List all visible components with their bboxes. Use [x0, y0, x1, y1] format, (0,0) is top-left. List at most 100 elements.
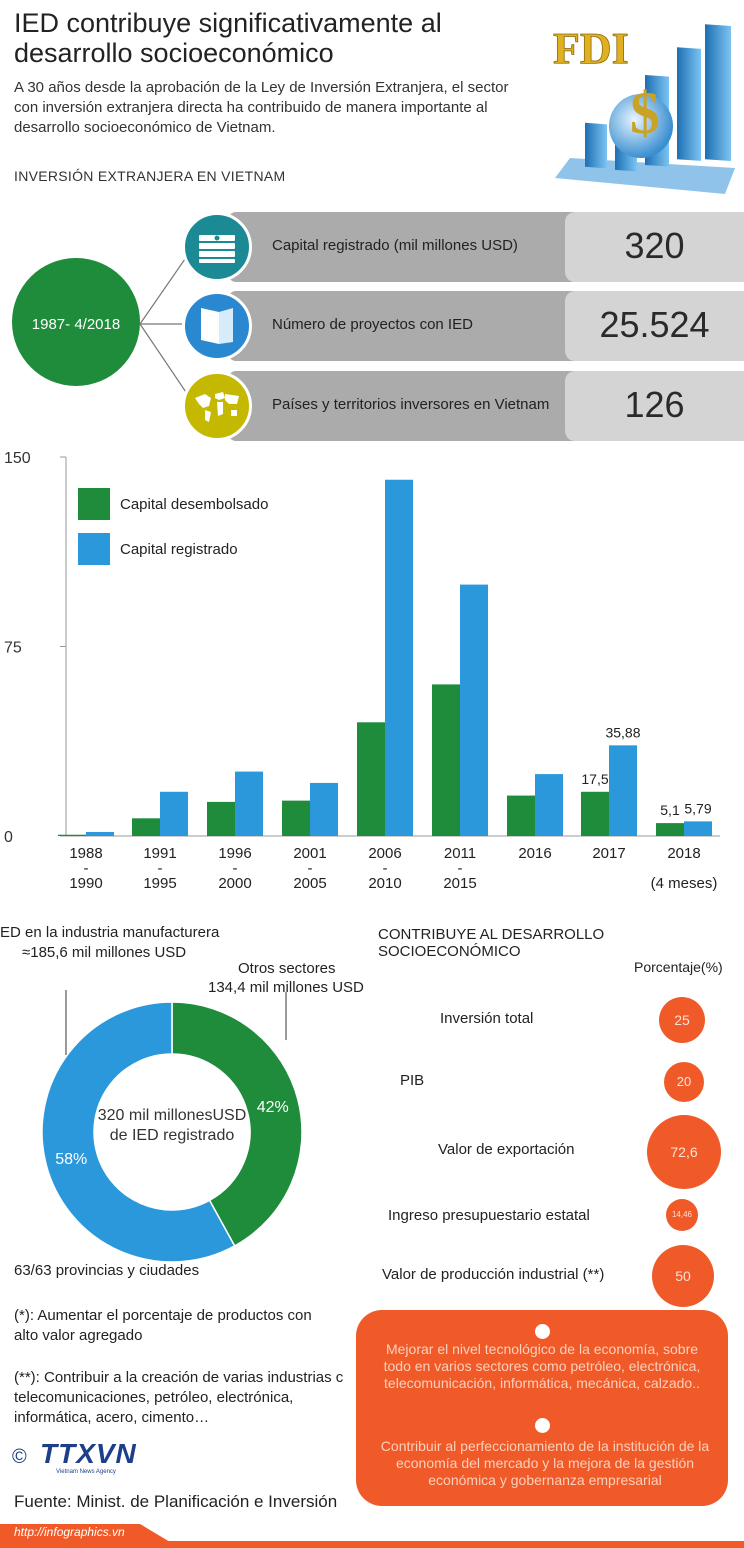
period-label: 1987- 4/2018: [31, 316, 121, 333]
page-subtitle: A 30 años desde la aprobación de la Ley …: [14, 79, 509, 136]
fdi-logo-text: FDI: [553, 24, 629, 73]
donut-slice: [41, 1001, 236, 1263]
stat-value: 320: [624, 225, 685, 266]
footer-url-link[interactable]: http://infographics.vn: [14, 1525, 125, 1539]
stat-value-box: [565, 371, 744, 441]
x-tick-label: 2005: [293, 875, 326, 892]
x-tick-label: 2006: [368, 845, 401, 862]
stat-label: Número de proyectos con IED: [272, 316, 473, 333]
note-2: (**): Contribuir a la creación de varias…: [14, 1369, 344, 1426]
bar: [460, 584, 488, 836]
bar: [235, 771, 263, 836]
donut-other-label: Otros sectores: [238, 960, 336, 977]
bubble-label: Inversión total: [440, 1010, 534, 1027]
bar: [310, 782, 338, 836]
y-tick-label: 150: [4, 450, 31, 467]
donut-other-value: 134,4 mil millones USD: [208, 979, 364, 996]
provinces-label: 63/63 provincias y ciudades: [14, 1262, 200, 1279]
stat-value-box: [565, 212, 744, 282]
x-tick-label: -: [233, 860, 238, 877]
bullet-dot: [535, 1418, 550, 1433]
benefit-point-2: Contribuir al perfeccionamiento de la in…: [380, 1438, 710, 1488]
bar: [357, 722, 385, 836]
bar-chart: 15075017,55,135,885,791988-19901991-1995…: [4, 450, 720, 892]
data-label: 5,1: [660, 802, 680, 818]
period-circle: [12, 258, 140, 386]
bar: [432, 684, 460, 836]
ttxvn-logo: TTXVN: [40, 1438, 137, 1469]
bar: [507, 795, 535, 836]
x-tick-label: 1988: [69, 845, 102, 862]
donut-connectors: [65, 990, 287, 1055]
x-tick-label: 1990: [69, 875, 102, 892]
benefit-point-1: Mejorar el nivel tecnológico de la econo…: [383, 1341, 701, 1391]
donut-manufacturing-label: ED en la industria manufacturera: [0, 924, 220, 941]
copyright-symbol: ©: [12, 1446, 27, 1468]
bar: [385, 479, 413, 836]
footer-bar: [0, 1524, 744, 1548]
fdi-logo: $ FDI: [553, 24, 735, 194]
x-tick-label: -: [458, 860, 463, 877]
x-tick-label: -: [158, 860, 163, 877]
x-tick-label: 2016: [518, 845, 551, 862]
stat-value: 126: [624, 384, 685, 425]
bubble-label: Ingreso presupuestario estatal: [388, 1207, 590, 1224]
bubble: 14,46: [666, 1199, 698, 1231]
y-tick-label: 75: [4, 640, 22, 657]
page-title: IED contribuye significativamente al des…: [14, 8, 442, 68]
x-tick-label: 2015: [443, 875, 476, 892]
bar: [684, 821, 712, 836]
bubble: 50: [652, 1245, 714, 1307]
note-1: (*): Aumentar el porcentaje de productos…: [14, 1307, 312, 1344]
bar: [656, 823, 684, 836]
bubble: 72,6: [647, 1115, 721, 1189]
data-label: 17,5: [581, 771, 608, 787]
contribution-unit: Porcentaje(%): [634, 959, 723, 975]
world-map-icon: [195, 392, 239, 422]
source-label: Fuente: Minist. de Planificación e Inver…: [14, 1492, 338, 1511]
x-tick-label: 2018: [667, 845, 700, 862]
money-stack-icon: [199, 235, 235, 263]
donut-center-label: 320 mil millonesUSD de IED registrado: [62, 1106, 282, 1146]
data-label: 5,79: [684, 800, 711, 816]
folder-icon: [201, 308, 233, 344]
bullet-dot: [535, 1324, 550, 1339]
stat-value: 25.524: [599, 304, 710, 345]
bubble-label: PIB: [400, 1072, 425, 1089]
stat-icon-circle: [182, 212, 252, 282]
x-tick-label: 2017: [592, 845, 625, 862]
stat-label: Capital registrado (mil millones USD): [272, 237, 518, 254]
x-tick-label: 1995: [143, 875, 176, 892]
bubble: 20: [664, 1062, 704, 1102]
bar: [160, 791, 188, 836]
donut-manufacturing-value: ≈185,6 mil millones USD: [22, 944, 187, 961]
data-label: 35,88: [605, 724, 640, 740]
donut-slice-label: 58%: [55, 1151, 87, 1168]
legend-label: Capital registrado: [120, 541, 238, 558]
bubble-label: Valor de exportación: [438, 1141, 575, 1158]
stat-label: Países y territorios inversores en Vietn…: [272, 396, 550, 413]
bubble-label: Valor de producción industrial (**): [382, 1266, 605, 1283]
stat-icon-circle: [182, 371, 252, 441]
x-tick-label: 1991: [143, 845, 176, 862]
donut-center-line2: de IED registrado: [109, 1127, 235, 1144]
x-tick-label: -: [84, 860, 89, 877]
bar: [609, 745, 637, 836]
legend-swatch: [78, 488, 110, 520]
benefits-box: [356, 1310, 728, 1506]
bar: [86, 831, 114, 836]
bar: [132, 818, 160, 836]
bar: [581, 791, 609, 836]
donut-center-line1: 320 mil millonesUSD: [97, 1107, 247, 1124]
section-title: INVERSIÓN EXTRANJERA EN VIETNAM: [14, 168, 286, 184]
y-tick-label: 0: [4, 829, 13, 846]
bar: [58, 834, 86, 836]
donut-slice-label: 42%: [257, 1099, 289, 1116]
legend-swatch: [78, 533, 110, 565]
x-tick-label: 1996: [218, 845, 251, 862]
bar: [282, 800, 310, 836]
donut-slice: [171, 1001, 303, 1247]
x-tick-label: 2000: [218, 875, 251, 892]
x-tick-label: -: [383, 860, 388, 877]
bar: [207, 801, 235, 836]
